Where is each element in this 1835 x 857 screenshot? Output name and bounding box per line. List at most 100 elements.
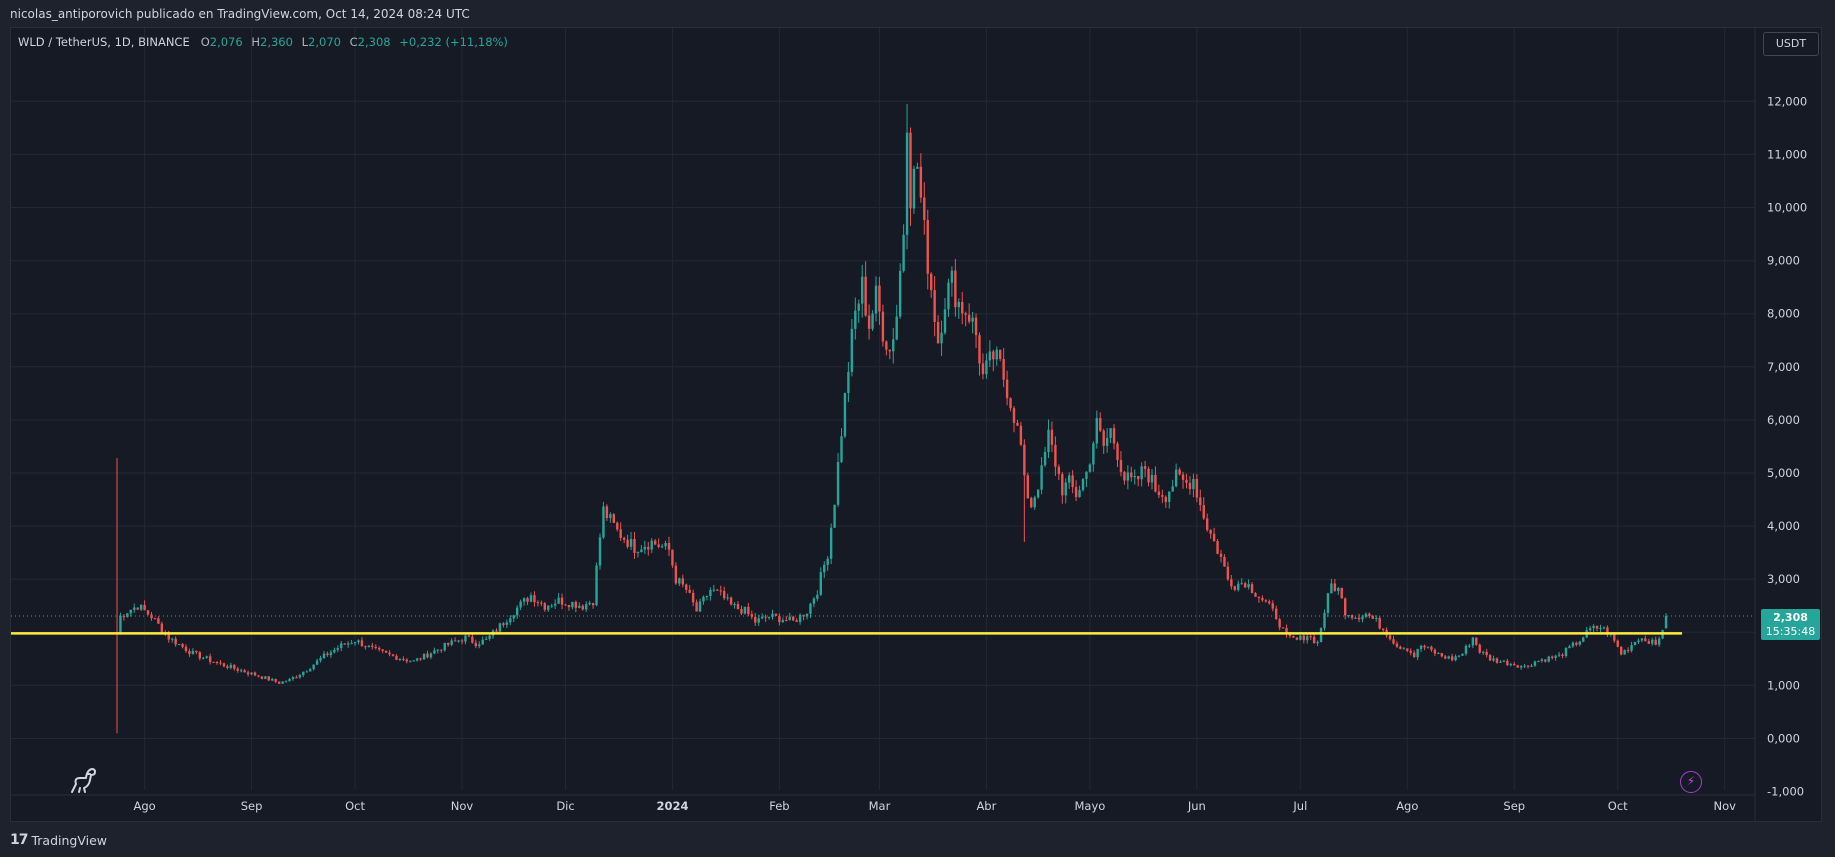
candle-body [398, 658, 402, 660]
candle-body [167, 633, 170, 640]
candle-body [612, 514, 615, 523]
candle-body [1564, 648, 1568, 657]
candle-body [1133, 476, 1136, 478]
candle-body [388, 652, 391, 655]
candle-body [950, 270, 954, 283]
candle-body [1464, 645, 1468, 654]
candle-body [322, 653, 326, 659]
candle-body [450, 640, 453, 645]
candle-body [1361, 616, 1364, 620]
candle-body [1616, 640, 1619, 647]
currency-button[interactable]: USDT [1763, 32, 1819, 56]
candle-body [602, 506, 605, 538]
candle-body [512, 615, 515, 619]
candle-body [833, 504, 836, 528]
candle-body [205, 656, 208, 658]
candle-body [971, 317, 974, 322]
candle-body [1475, 637, 1478, 645]
candle-body [895, 316, 898, 340]
candle-body [626, 539, 629, 547]
candle-body [384, 650, 388, 653]
candle-body [1557, 654, 1561, 656]
candle-body [1112, 428, 1116, 444]
candle-body [250, 672, 253, 675]
candle-body [1547, 656, 1550, 662]
candle-body [350, 643, 353, 645]
candle-body [1081, 479, 1085, 491]
candle-body [943, 309, 947, 333]
candle-body [1143, 466, 1147, 469]
open-key: O [200, 35, 210, 49]
candle-body [1099, 418, 1102, 431]
candle-body [326, 653, 329, 656]
candle-body [629, 538, 633, 547]
candle-body [336, 648, 339, 650]
candle-body [1606, 627, 1609, 635]
candle-body [850, 328, 854, 372]
candle-body [136, 607, 139, 610]
candle-body [122, 615, 126, 618]
candle-body [1150, 474, 1154, 483]
candle-body [1506, 660, 1509, 666]
candle-body [719, 590, 722, 592]
candle-body [774, 613, 778, 616]
dino-icon[interactable] [68, 766, 98, 794]
footer-brand[interactable]: 17 TradingView [10, 831, 107, 849]
candle-body [312, 664, 315, 670]
candle-body [847, 371, 850, 393]
candle-body [360, 640, 364, 647]
candle-body [729, 597, 733, 605]
candle-body [712, 589, 716, 591]
candle-body [543, 603, 546, 610]
candle-body [1105, 437, 1109, 446]
candle-body [954, 270, 957, 308]
candle-body [1592, 625, 1595, 629]
candle-body [1337, 587, 1340, 591]
candle-body [1140, 466, 1143, 480]
candle-body [726, 597, 729, 599]
candle-body [153, 618, 157, 620]
candle-body [533, 595, 536, 603]
lightning-icon[interactable]: ⚡ [1680, 771, 1702, 793]
candle-body [885, 341, 888, 350]
candle-body [391, 654, 395, 656]
candle-body [1261, 597, 1264, 601]
candle-body [329, 652, 333, 656]
published-header: nicolas_antiporovich publicado en Tradin… [0, 0, 1835, 27]
candle-body [574, 601, 578, 608]
x-tick-label: Jul [1292, 799, 1307, 813]
candle-body [447, 642, 450, 645]
x-tick-label: Nov [451, 799, 474, 813]
candle-body [484, 638, 488, 640]
x-tick-label: Mayo [1074, 799, 1105, 813]
candle-body [1626, 650, 1630, 652]
candle-body [829, 527, 833, 559]
candle-body [1043, 452, 1047, 466]
candle-body [1126, 472, 1130, 481]
candle-body [540, 602, 543, 604]
candle-body [184, 646, 188, 652]
candle-body [1023, 444, 1026, 476]
candle-body [1568, 646, 1571, 649]
candle-body [422, 653, 426, 660]
candle-body [257, 675, 260, 677]
candle-body [1395, 643, 1399, 647]
candle-body [964, 313, 967, 315]
symbol-label[interactable]: WLD / TetherUS, 1D, BINANCE [18, 35, 190, 49]
candle-body [798, 614, 802, 622]
candle-body [1312, 636, 1316, 644]
candle-body [1202, 505, 1205, 519]
candle-body [643, 546, 647, 550]
candle-body [1447, 656, 1450, 659]
candle-body [1599, 627, 1602, 629]
candle-body [1092, 443, 1095, 465]
candle-body [1078, 490, 1081, 498]
candle-body [1509, 664, 1512, 666]
chart-frame[interactable] [10, 27, 1822, 822]
candle-body [843, 392, 847, 437]
x-tick-label: Nov [1713, 799, 1736, 813]
candle-body [222, 663, 226, 667]
candle-body [319, 658, 322, 661]
candle-body [1209, 529, 1212, 534]
